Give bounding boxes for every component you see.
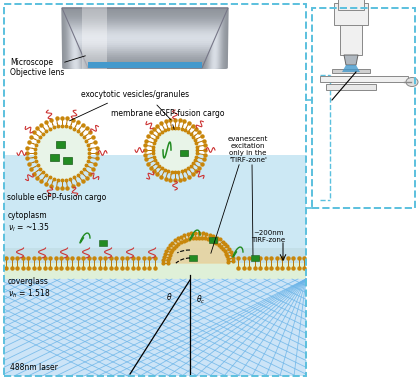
Polygon shape bbox=[68, 22, 222, 68]
Polygon shape bbox=[166, 236, 230, 263]
Polygon shape bbox=[75, 38, 215, 68]
Polygon shape bbox=[72, 30, 218, 68]
Polygon shape bbox=[66, 18, 224, 68]
Bar bbox=[4, 279, 306, 376]
Circle shape bbox=[34, 125, 90, 181]
Text: Microscope
Objective lens: Microscope Objective lens bbox=[10, 58, 65, 78]
Bar bbox=[4, 248, 306, 279]
Polygon shape bbox=[79, 48, 211, 68]
Polygon shape bbox=[72, 32, 217, 68]
Text: $\theta_c$: $\theta_c$ bbox=[196, 294, 206, 306]
Bar bbox=[334, 3, 368, 25]
Text: $\nu_h$ = 1.518: $\nu_h$ = 1.518 bbox=[8, 287, 50, 300]
Polygon shape bbox=[85, 62, 204, 68]
Polygon shape bbox=[67, 20, 223, 68]
Polygon shape bbox=[342, 65, 360, 72]
Bar bbox=[320, 76, 408, 82]
Polygon shape bbox=[82, 54, 208, 68]
Bar bbox=[209, 237, 217, 243]
Bar bbox=[180, 150, 188, 156]
Bar bbox=[50, 154, 59, 161]
Polygon shape bbox=[83, 56, 207, 68]
Text: 488nm laser: 488nm laser bbox=[10, 363, 58, 372]
Bar bbox=[338, 0, 364, 10]
Polygon shape bbox=[85, 60, 205, 68]
Circle shape bbox=[152, 127, 198, 173]
Text: $\nu_l$ = ~1.35: $\nu_l$ = ~1.35 bbox=[8, 221, 50, 233]
Polygon shape bbox=[344, 55, 358, 65]
Polygon shape bbox=[87, 66, 203, 68]
Bar bbox=[63, 157, 72, 164]
Text: evanescent
excitation
only in the
'TIRF-zone': evanescent excitation only in the 'TIRF-… bbox=[228, 136, 268, 163]
Polygon shape bbox=[70, 26, 220, 68]
Bar bbox=[99, 240, 107, 246]
Text: $\theta$: $\theta$ bbox=[166, 291, 173, 302]
Polygon shape bbox=[71, 28, 219, 68]
Text: coverglass: coverglass bbox=[8, 277, 49, 286]
Polygon shape bbox=[73, 34, 217, 68]
Bar bbox=[88, 62, 202, 68]
Text: exocytotic vesicles/granules: exocytotic vesicles/granules bbox=[81, 90, 189, 99]
Bar bbox=[251, 255, 259, 261]
Polygon shape bbox=[74, 36, 216, 68]
Polygon shape bbox=[76, 40, 214, 68]
Bar bbox=[4, 155, 306, 248]
Polygon shape bbox=[65, 14, 225, 68]
Bar bbox=[56, 141, 65, 148]
Ellipse shape bbox=[406, 78, 418, 86]
Bar bbox=[332, 69, 370, 73]
Polygon shape bbox=[78, 44, 212, 68]
Text: cytoplasm: cytoplasm bbox=[8, 211, 48, 220]
Bar bbox=[4, 248, 306, 263]
Polygon shape bbox=[81, 52, 209, 68]
Polygon shape bbox=[63, 10, 227, 68]
Text: membrane eGFP-fusion cargo: membrane eGFP-fusion cargo bbox=[111, 109, 225, 118]
Polygon shape bbox=[64, 12, 226, 68]
Bar bbox=[4, 4, 306, 376]
Polygon shape bbox=[86, 64, 204, 68]
Bar bbox=[340, 10, 362, 55]
Polygon shape bbox=[69, 24, 221, 68]
Bar bbox=[326, 84, 376, 90]
Polygon shape bbox=[65, 16, 225, 68]
Polygon shape bbox=[62, 8, 228, 68]
Bar bbox=[4, 8, 306, 155]
Polygon shape bbox=[77, 42, 213, 68]
Text: ~200nm
TIRF-zone: ~200nm TIRF-zone bbox=[251, 230, 285, 243]
Text: soluble eGFP-fusion cargo: soluble eGFP-fusion cargo bbox=[8, 193, 106, 202]
Polygon shape bbox=[80, 50, 210, 68]
Bar bbox=[189, 255, 197, 261]
Polygon shape bbox=[84, 58, 206, 68]
Bar bbox=[312, 8, 415, 208]
Polygon shape bbox=[78, 46, 212, 68]
Bar bbox=[82, 6, 107, 70]
